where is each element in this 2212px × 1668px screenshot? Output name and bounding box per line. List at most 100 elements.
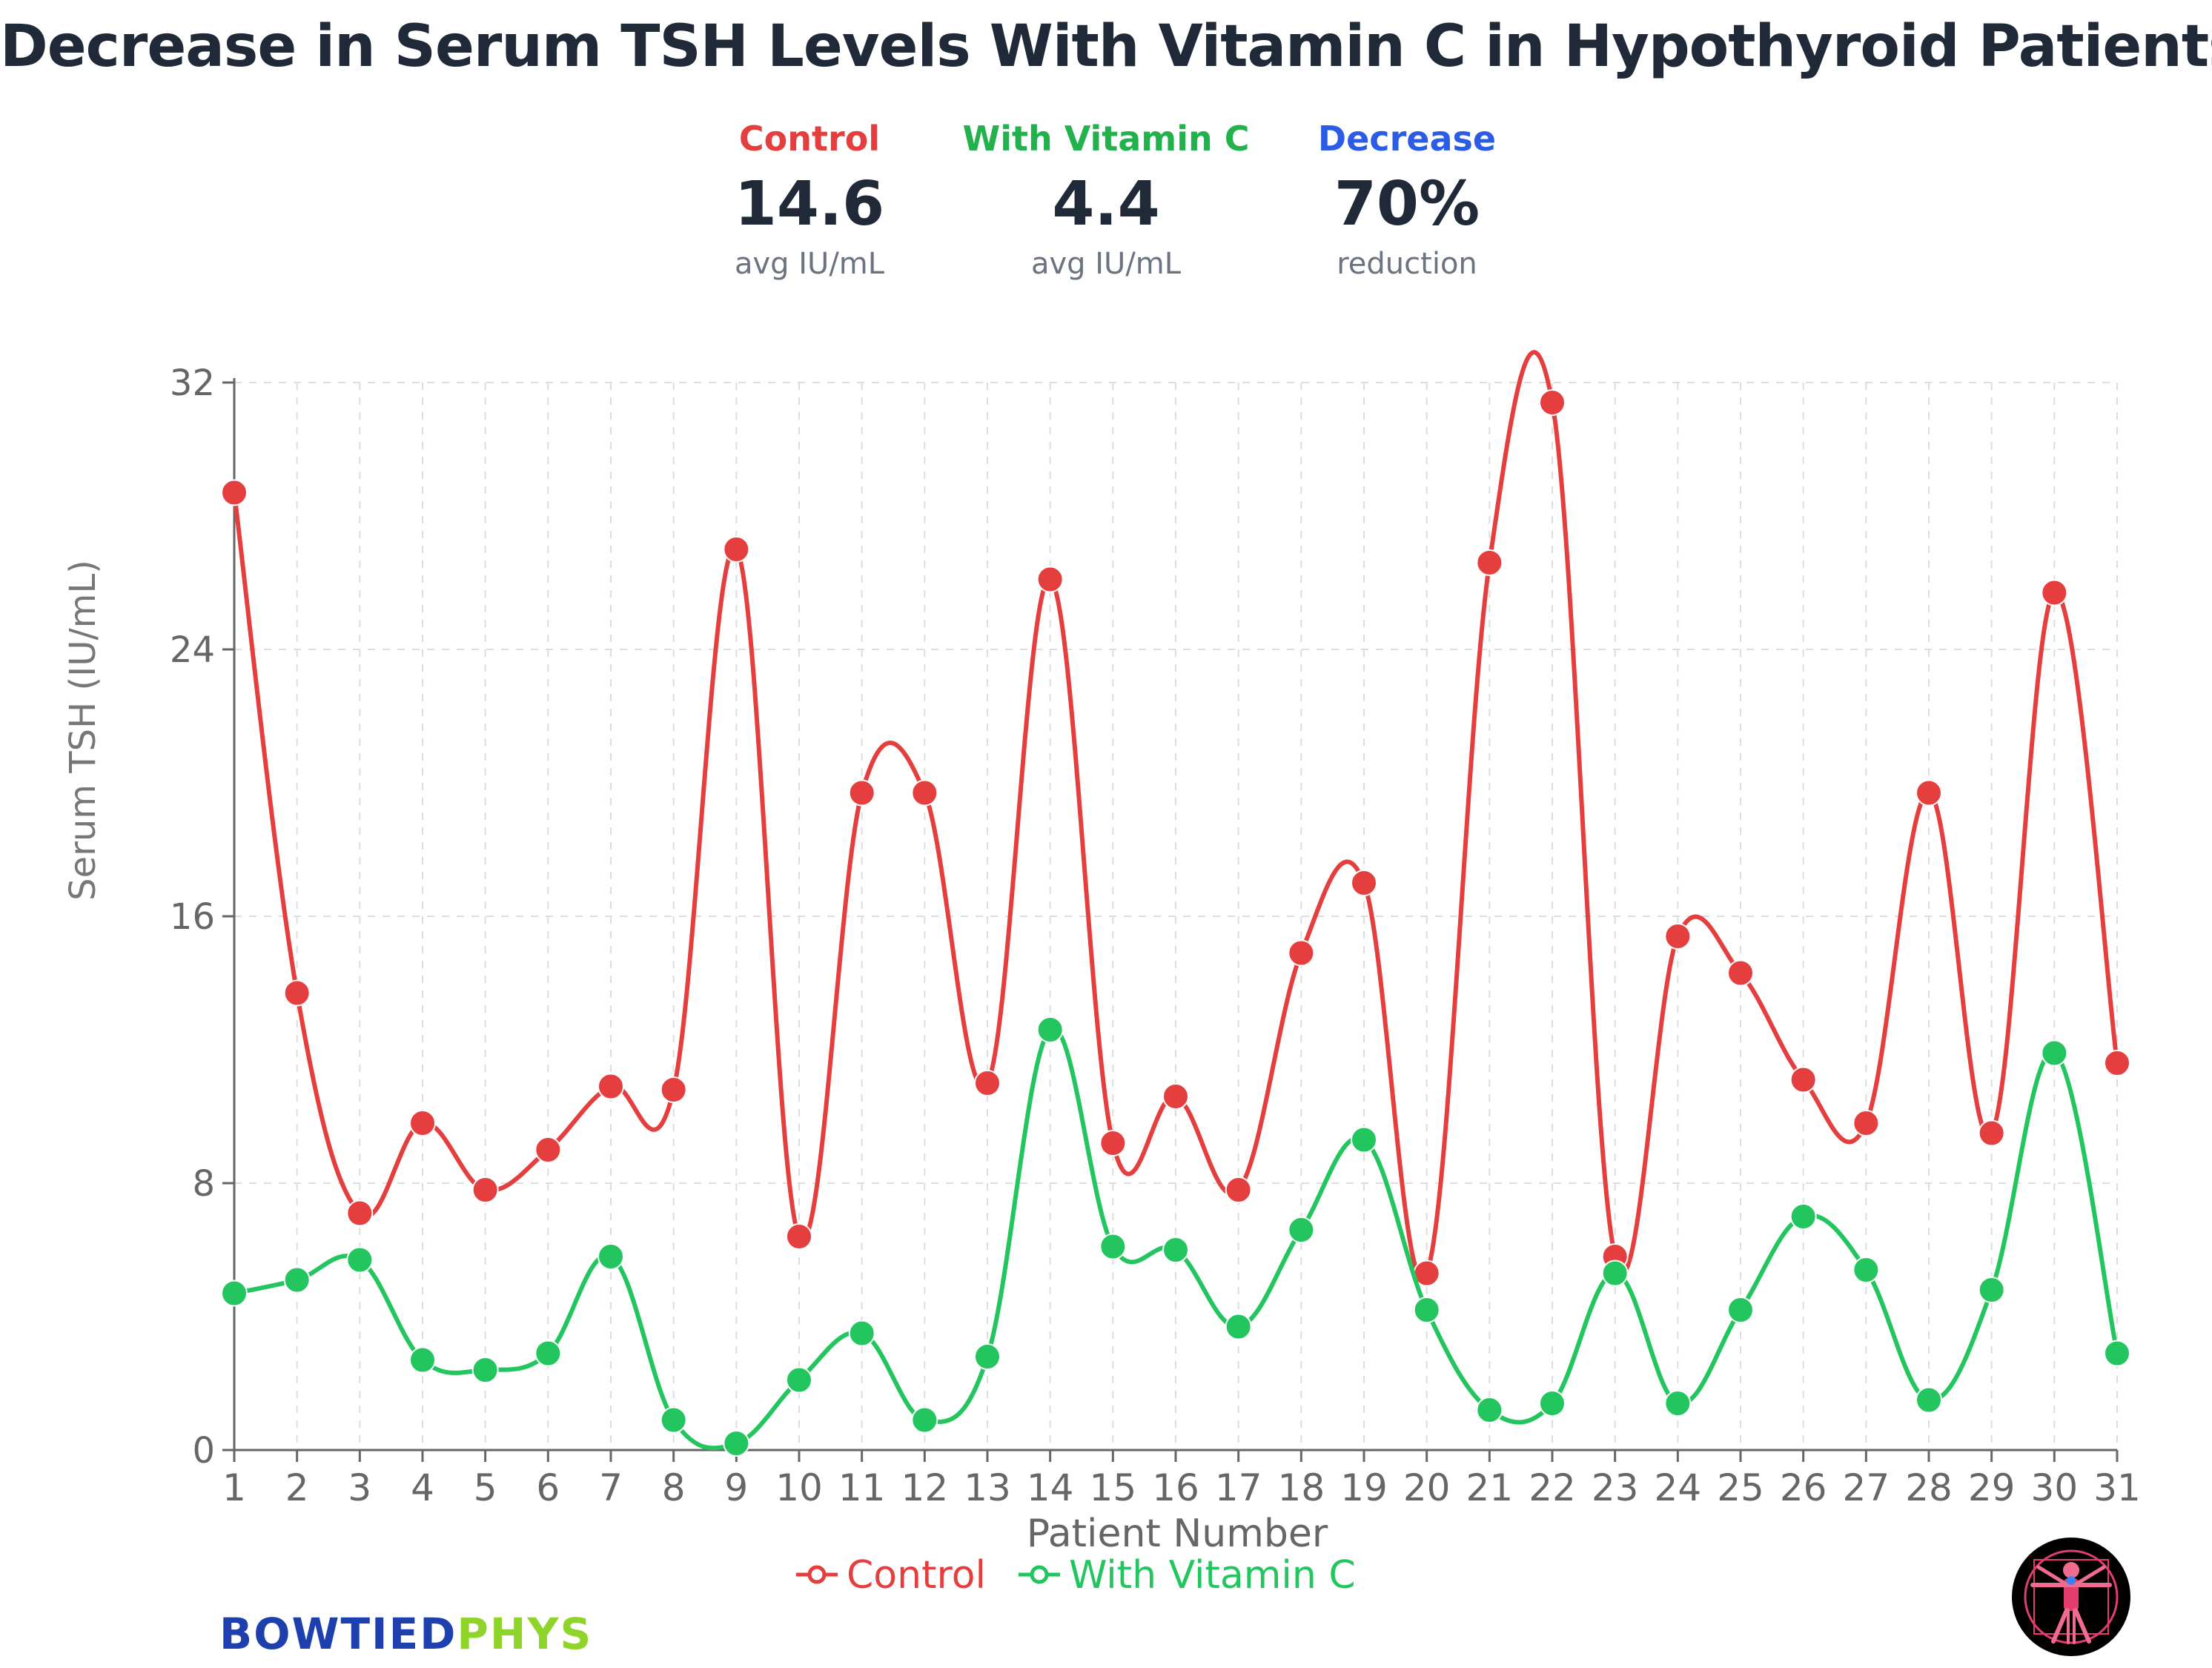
vitruvian-logo-icon [2012, 1538, 2130, 1656]
x-tick-label: 3 [348, 1466, 371, 1509]
brand-part2: PHYS [457, 1609, 593, 1659]
chart-title: Decrease in Serum TSH Levels With Vitami… [0, 13, 2212, 80]
y-tick-label: 24 [170, 629, 215, 671]
data-point-with-vitamin-c [346, 1246, 374, 1274]
x-tick-label: 31 [2093, 1466, 2141, 1509]
data-point-control [1852, 1110, 1880, 1136]
data-point-control [786, 1223, 812, 1250]
x-tick-label: 18 [1278, 1466, 1325, 1509]
data-point-with-vitamin-c [1789, 1203, 1817, 1230]
stat-vitamin-c: With Vitamin C 4.4 avg IU/mL [950, 119, 1262, 281]
x-tick-label: 15 [1090, 1466, 1137, 1509]
data-point-control [1789, 1066, 1817, 1093]
x-tick-label: 12 [901, 1466, 949, 1509]
legend-marker-with-vitamin-c [1030, 1565, 1049, 1584]
data-point-with-vitamin-c [848, 1320, 875, 1347]
series-group [221, 350, 2130, 1457]
stat-vitamin-c-label: With Vitamin C [962, 119, 1250, 159]
data-point-control [1664, 923, 1692, 950]
data-point-with-vitamin-c [1413, 1297, 1440, 1323]
data-point-with-vitamin-c [786, 1366, 812, 1394]
data-point-with-vitamin-c [409, 1346, 436, 1374]
y-tick-label: 0 [192, 1430, 215, 1472]
data-point-with-vitamin-c [1288, 1217, 1315, 1243]
data-point-with-vitamin-c [2041, 1039, 2068, 1067]
x-tick-label: 14 [1027, 1466, 1074, 1509]
data-point-control [1351, 870, 1377, 896]
stat-decrease-label: Decrease [1317, 119, 1497, 159]
data-point-control [1036, 566, 1064, 593]
data-point-with-vitamin-c [283, 1266, 311, 1294]
stat-vitamin-c-value: 4.4 [1052, 169, 1160, 239]
data-point-with-vitamin-c [1351, 1126, 1377, 1154]
stat-control-value: 14.6 [734, 169, 885, 239]
x-tick-label: 21 [1466, 1466, 1514, 1509]
x-tick-label: 25 [1717, 1466, 1764, 1509]
data-point-with-vitamin-c [1539, 1390, 1566, 1417]
data-point-control [283, 979, 311, 1007]
data-point-with-vitamin-c [2104, 1340, 2130, 1367]
data-point-control [1288, 939, 1315, 967]
x-tick-label: 4 [411, 1466, 434, 1509]
data-point-control [1162, 1083, 1189, 1110]
stat-control-unit: avg IU/mL [734, 247, 885, 281]
data-point-with-vitamin-c [471, 1357, 499, 1383]
x-tick-label: 28 [1905, 1466, 1953, 1509]
x-tick-label: 5 [474, 1466, 497, 1509]
stat-decrease-value: 70% [1334, 169, 1480, 239]
data-point-with-vitamin-c [534, 1340, 562, 1367]
data-point-control [534, 1136, 562, 1163]
data-point-with-vitamin-c [1036, 1016, 1064, 1043]
data-point-with-vitamin-c [1915, 1386, 1942, 1414]
data-point-with-vitamin-c [1852, 1257, 1880, 1283]
x-tick-label: 2 [285, 1466, 309, 1509]
data-point-with-vitamin-c [597, 1243, 624, 1270]
data-point-with-vitamin-c [1476, 1397, 1503, 1423]
data-point-with-vitamin-c [660, 1406, 687, 1434]
y-axis-label: Serum TSH (IU/mL) [62, 560, 104, 901]
x-tick-label: 26 [1780, 1466, 1827, 1509]
data-point-with-vitamin-c [1601, 1260, 1629, 1287]
y-tick-label: 32 [170, 363, 215, 404]
x-tick-label: 20 [1403, 1466, 1451, 1509]
data-point-with-vitamin-c [974, 1343, 1001, 1370]
y-tick-label: 16 [170, 896, 215, 938]
stat-control-label: Control [738, 119, 881, 159]
data-point-with-vitamin-c [1225, 1313, 1252, 1340]
data-point-control [723, 536, 750, 563]
brand-part1: BOWTIED [219, 1609, 457, 1659]
data-point-control [911, 779, 938, 807]
x-tick-label: 1 [222, 1466, 246, 1509]
data-point-with-vitamin-c [1664, 1390, 1692, 1417]
data-point-control [2104, 1050, 2130, 1076]
data-point-control [1476, 549, 1503, 576]
data-point-control [409, 1110, 436, 1136]
brand-logo-text: BOWTIEDPHYS [219, 1609, 592, 1659]
x-tick-label: 16 [1152, 1466, 1199, 1509]
data-point-control [848, 779, 875, 807]
x-tick-label: 13 [964, 1466, 1011, 1509]
x-tick-label: 9 [724, 1466, 748, 1509]
x-tick-label: 19 [1340, 1466, 1388, 1509]
x-tick-label: 23 [1592, 1466, 1639, 1509]
data-point-with-vitamin-c [1727, 1297, 1754, 1323]
data-point-control [471, 1176, 499, 1203]
data-point-control [660, 1076, 687, 1103]
data-point-control [1225, 1176, 1252, 1203]
data-point-control [221, 479, 248, 506]
data-point-control [597, 1073, 624, 1100]
legend-marker-control [807, 1565, 827, 1584]
data-point-with-vitamin-c [723, 1430, 750, 1457]
x-tick-label: 6 [536, 1466, 560, 1509]
data-point-with-vitamin-c [1099, 1233, 1127, 1260]
x-tick-label: 7 [599, 1466, 623, 1509]
x-tick-label: 30 [2031, 1466, 2079, 1509]
x-tick-label: 10 [775, 1466, 823, 1509]
stat-decrease-unit: reduction [1337, 247, 1477, 281]
data-point-control [1915, 779, 1942, 807]
data-point-with-vitamin-c [1162, 1237, 1189, 1263]
data-point-with-vitamin-c [1978, 1277, 2005, 1303]
data-point-control [346, 1199, 374, 1227]
